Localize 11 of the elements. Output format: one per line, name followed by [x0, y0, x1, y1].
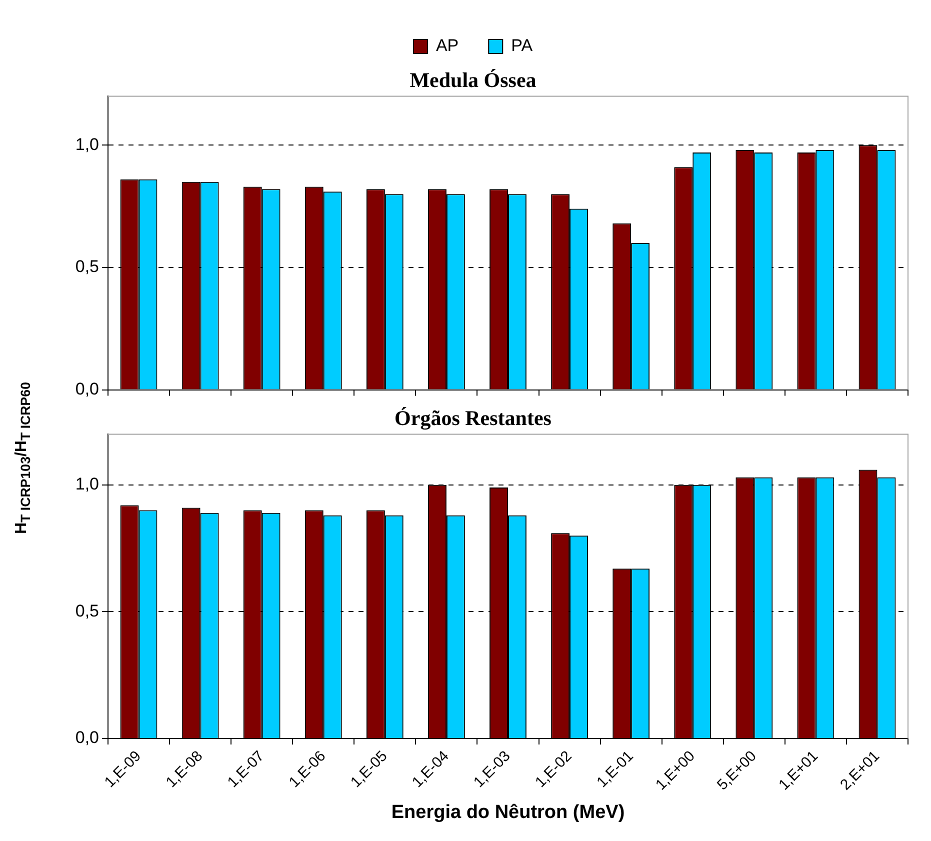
- legend-label: PA: [511, 36, 534, 56]
- y-tick-label: 1,0: [75, 134, 99, 154]
- chart-title: Medula Óssea: [410, 68, 537, 92]
- y-tick-label: 0,5: [75, 257, 99, 276]
- y-tick-label: 0,0: [75, 728, 99, 748]
- legend-label: AP: [436, 36, 459, 56]
- chart-title: Órgãos Restantes: [394, 406, 552, 430]
- y-tick-label: 0,5: [75, 601, 99, 620]
- y-tick-label: 1,0: [75, 474, 99, 494]
- y-tick-label: 0,0: [75, 379, 99, 398]
- x-axis-title: Energia do Nêutron (MeV): [391, 802, 625, 823]
